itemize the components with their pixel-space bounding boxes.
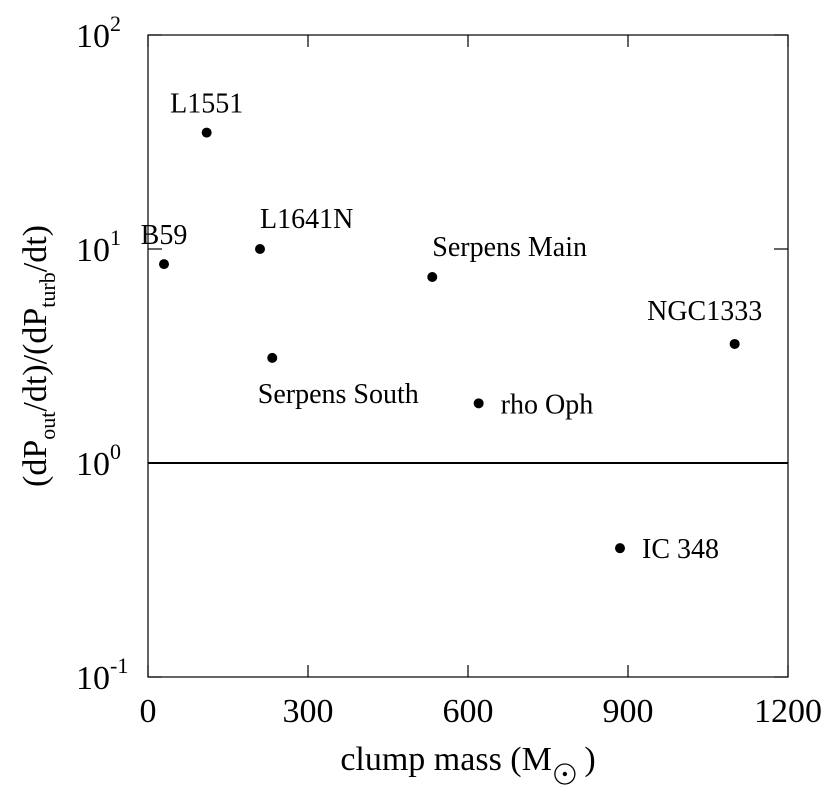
point-label: B59 [141,220,188,251]
x-axis-label-prefix: clump mass (M [340,741,552,778]
data-points [159,127,740,554]
data-point [159,259,169,270]
axis-ticks [147,34,789,678]
x-tick-label: 600 [443,693,494,730]
point-labels: L1551 B59 L1641N Serpens Main NGC1333 Serpens… [141,89,763,566]
point-label: rho Oph [501,389,594,420]
data-point [473,398,484,409]
x-axis-label: clump mass (M ) [340,741,595,778]
x-tick-label: 1200 [754,693,822,730]
plot-frame [147,34,789,678]
x-tick-label: 900 [603,693,654,730]
x-tick-label: 0 [140,693,157,730]
data-point [201,127,212,138]
x-tick-label: 300 [283,693,334,730]
y-label-close: /dt) [17,225,54,272]
data-point [729,338,740,349]
point-label: L1551 [170,89,243,120]
data-point [255,244,265,254]
point-label: Serpens Main [432,232,587,263]
y-tick-label: 10-1 [76,653,128,697]
x-tick-labels: 0 300 600 900 1200 [140,693,823,730]
point-label: IC 348 [642,534,719,565]
sun-symbol-icon [554,763,576,785]
y-label-mid: /dt)/(dP [17,308,54,412]
y-label-sub-out: out [35,412,60,440]
y-axis-label: (dPout/dt)/(dPturb/dt) [17,225,60,487]
data-point [267,352,278,363]
y-tick-labels: 10-1 100 101 102 [76,11,128,697]
y-label-open: (dP [17,440,54,487]
y-tick-label: 100 [76,439,121,483]
data-point [615,543,625,554]
point-label: L1641N [260,204,353,235]
x-axis-label-suffix: ) [584,741,595,778]
point-label: Serpens South [258,379,419,410]
y-label-sub-turb: turb [35,272,60,307]
y-tick-label: 102 [76,11,121,55]
point-label: NGC1333 [647,296,762,327]
y-tick-label: 101 [76,225,121,269]
data-point [427,271,438,282]
